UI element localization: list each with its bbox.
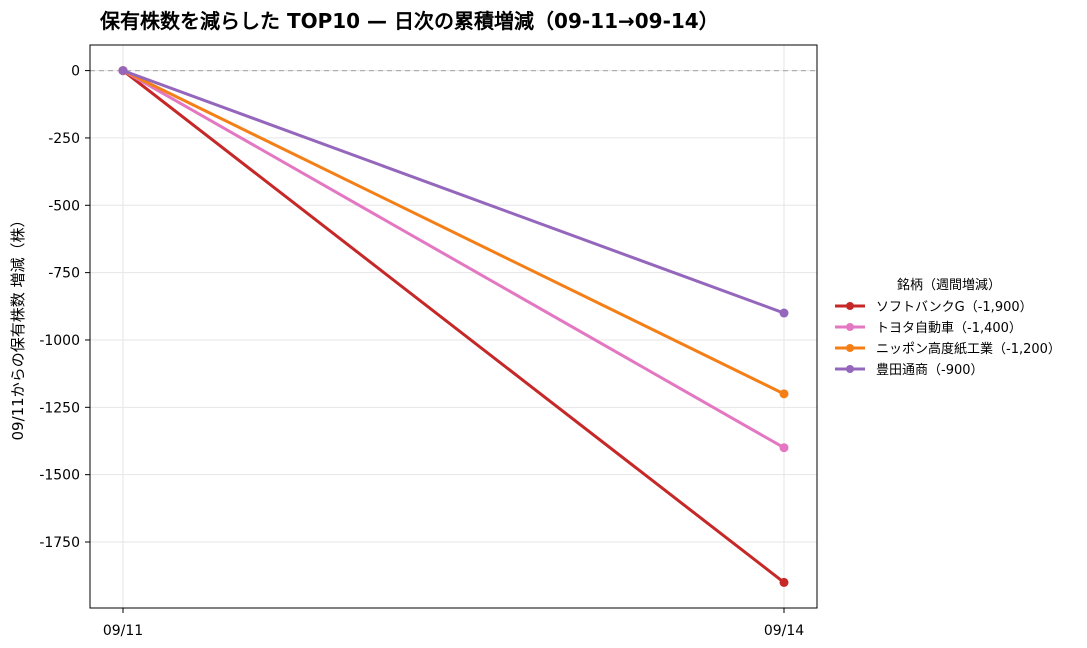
series-point	[118, 66, 128, 76]
y-tick-label: -250	[48, 131, 80, 147]
legend: 銘柄（週間増減） ソフトバンクG（-1,900） トヨタ自動車（-1,400） ニッ…	[835, 277, 1061, 378]
y-tick-label: -1000	[39, 333, 80, 349]
series-3	[118, 66, 789, 318]
legend-title: 銘柄（週間増減）	[897, 277, 1001, 293]
series-1	[118, 66, 789, 453]
legend-item: ソフトバンクG（-1,900）	[835, 300, 1033, 315]
legend-label: 豊田通商（-900）	[876, 363, 984, 378]
y-tick-label: -1500	[39, 468, 80, 484]
series-0	[118, 66, 789, 587]
series-layer	[118, 66, 789, 587]
x-tick-label: 09/14	[764, 623, 804, 639]
legend-label: ソフトバンクG（-1,900）	[876, 300, 1033, 315]
y-axis-label: 09/11からの保有株数 増減（株）	[9, 213, 27, 441]
legend-item: 豊田通商（-900）	[835, 363, 984, 378]
legend-item: トヨタ自動車（-1,400）	[835, 321, 1022, 336]
series-point	[779, 443, 789, 453]
legend-item: ニッポン高度紙工業（-1,200）	[835, 341, 1061, 357]
y-tick-label: -1750	[39, 535, 80, 551]
legend-swatch-marker	[846, 344, 854, 352]
series-2	[118, 66, 789, 399]
series-line	[121, 69, 786, 396]
plot-frame	[89, 44, 818, 609]
x-tick-layer: 09/11 09/14	[103, 608, 804, 639]
x-tick-label: 09/11	[103, 623, 143, 639]
legend-swatch-marker	[846, 365, 854, 373]
series-line	[121, 69, 786, 450]
y-tick-label: -500	[48, 198, 80, 214]
legend-label: ニッポン高度紙工業（-1,200）	[876, 341, 1061, 357]
legend-label: トヨタ自動車（-1,400）	[876, 321, 1022, 336]
series-point	[779, 308, 789, 318]
series-line	[121, 69, 786, 315]
y-tick-layer: 0 -250 -500 -750 -1000 -1250 -1500 -1750	[39, 64, 90, 551]
series-point	[779, 577, 789, 587]
series-line	[121, 69, 786, 584]
legend-swatch-marker	[846, 302, 854, 310]
chart-title: 保有株数を減らした TOP10 — 日次の累積増減（09-11→09-14）	[99, 9, 719, 33]
legend-swatch-marker	[846, 323, 854, 331]
legend-items: ソフトバンクG（-1,900） トヨタ自動車（-1,400） ニッポン高度紙工業（-…	[835, 300, 1061, 378]
y-tick-label: -750	[48, 266, 80, 282]
series-point	[779, 389, 789, 399]
y-tick-label: -1250	[39, 400, 80, 416]
y-tick-label: 0	[71, 64, 80, 80]
